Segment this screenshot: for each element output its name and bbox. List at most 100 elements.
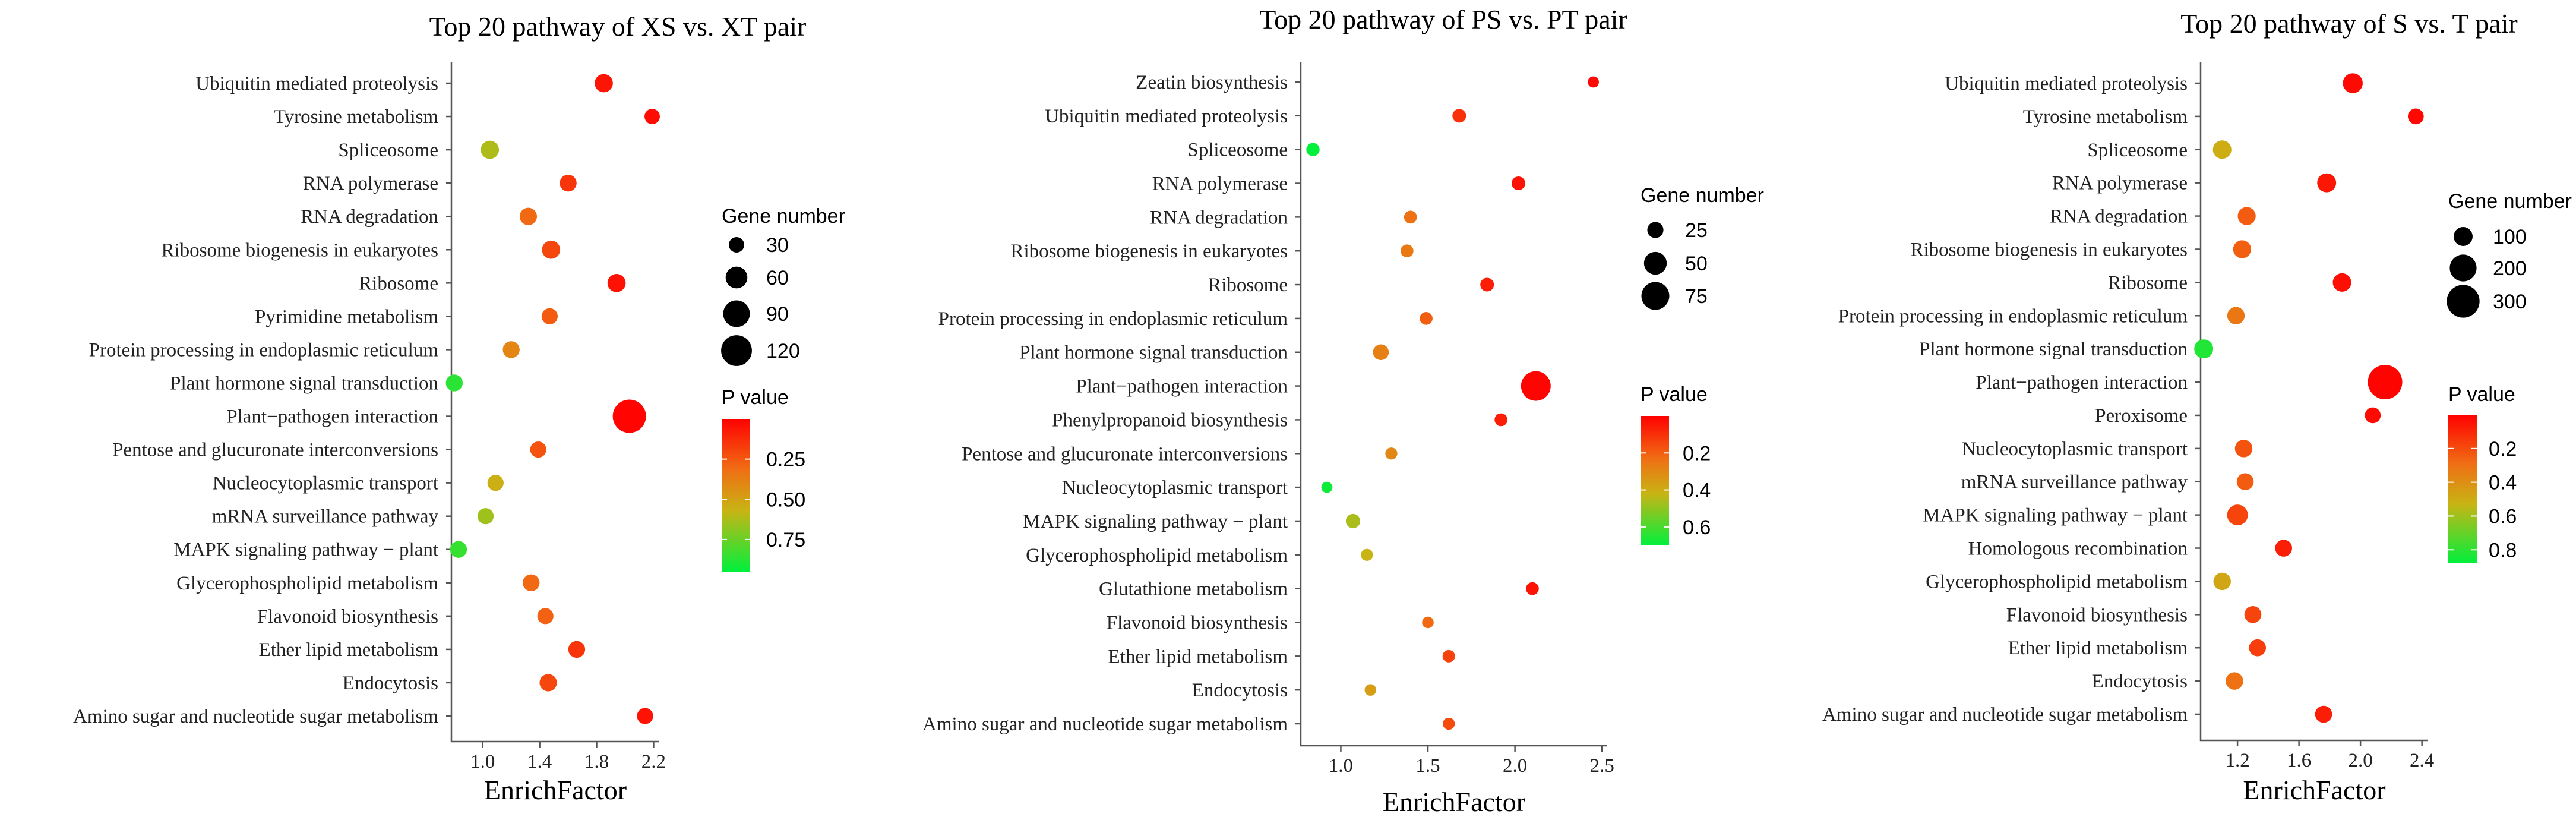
pathway-label: Ubiquitin mediated proteolysis <box>1045 106 1288 127</box>
pathway-label: Plant hormone signal transduction <box>170 373 438 394</box>
pathway-label: Glycerophospholipid metabolism <box>1026 545 1288 566</box>
pathway-label: Glutathione metabolism <box>1099 579 1288 600</box>
chart-panel-3: Top 20 pathway of S vs. T pair Ubiquitin … <box>1822 8 2572 805</box>
size-legend-dot <box>1643 251 1667 275</box>
pathway-label: Ether lipid metabolism <box>259 639 439 661</box>
data-point <box>1511 176 1525 191</box>
pathway-label: Ribosome <box>359 273 438 294</box>
pathway-label: Ether lipid metabolism <box>1108 646 1288 667</box>
pathway-label: RNA degradation <box>1150 207 1288 228</box>
data-point <box>2244 606 2262 623</box>
size-legend-label: 25 <box>1685 219 1708 242</box>
pathway-label: Tyrosine metabolism <box>274 106 439 128</box>
data-point <box>2249 639 2267 657</box>
size-legend-label: 100 <box>2493 226 2527 248</box>
data-point <box>1588 76 1599 88</box>
size-legend-dot <box>1641 282 1670 310</box>
data-point <box>2275 540 2293 557</box>
x-tick-label: 2.0 <box>2349 750 2373 771</box>
pathway-label: MAPK signaling pathway − plant <box>1023 511 1288 532</box>
size-legend-dot <box>721 335 752 366</box>
size-legend-label: 50 <box>1685 253 1708 275</box>
data-point <box>2212 140 2232 159</box>
data-point <box>530 441 546 458</box>
x-tick-label: 1.4 <box>527 751 552 772</box>
pathway-label: Flavonoid biosynthesis <box>257 606 438 627</box>
data-point <box>2226 672 2243 690</box>
data-point <box>502 341 520 358</box>
pathway-label: Spliceosome <box>2087 140 2188 161</box>
data-point <box>2332 273 2351 292</box>
pathway-label: Amino sugar and nucleotide sugar metabol… <box>1822 704 2188 726</box>
size-legend-dot <box>2454 227 2473 246</box>
data-point <box>2315 705 2332 723</box>
pathway-label: Ribosome biogenesis in eukaryotes <box>1910 239 2188 260</box>
data-point <box>2236 473 2254 491</box>
data-point <box>2227 504 2248 526</box>
data-point <box>560 174 577 192</box>
data-point <box>1443 717 1455 730</box>
size-legend-label: 120 <box>766 340 800 362</box>
color-legend-label: 0.6 <box>2489 505 2517 528</box>
data-point <box>1526 582 1539 595</box>
size-legend-dot <box>1647 222 1664 238</box>
pathway-label: Amino sugar and nucleotide sugar metabol… <box>73 706 438 727</box>
chart-panel-1: Top 20 pathway of XS vs. XT pair Ubiquiti… <box>73 11 845 805</box>
x-tick-label: 2.0 <box>1503 755 1527 777</box>
pathway-label: Ribosome biogenesis in eukaryotes <box>1010 241 1288 262</box>
x-tick-label: 1.0 <box>1329 755 1353 777</box>
size-legend-title: Gene number <box>1641 184 1764 207</box>
data-point <box>2233 240 2252 258</box>
pathway-label: MAPK signaling pathway − plant <box>173 540 438 561</box>
color-legend-label: 0.2 <box>1683 442 1711 465</box>
size-legend-label: 60 <box>766 267 789 289</box>
data-point <box>1400 244 1414 258</box>
color-legend-title: P value <box>2448 383 2515 406</box>
pathway-label: Plant hormone signal transduction <box>1019 342 1288 364</box>
size-legend-dot <box>725 266 748 289</box>
data-point <box>644 109 660 125</box>
data-point <box>1404 210 1417 224</box>
color-legend-bar <box>1641 416 1669 545</box>
x-tick-label: 2.4 <box>2410 750 2434 771</box>
color-legend-label: 0.4 <box>1683 480 1711 502</box>
pathway-label: Protein processing in endoplasmic reticu… <box>89 339 439 361</box>
pathway-label: Plant−pathogen interaction <box>1076 376 1288 398</box>
data-point <box>541 308 558 324</box>
color-legend-bar <box>722 419 750 572</box>
data-point <box>1452 109 1466 123</box>
pathway-label: Ribosome <box>1208 275 1288 296</box>
pathway-label: Endocytosis <box>2092 671 2188 692</box>
pathway-label: Glycerophospholipid metabolism <box>176 573 438 594</box>
pathway-label: Peroxisome <box>2095 405 2188 427</box>
size-legend-dot <box>2449 254 2477 282</box>
data-point <box>1521 371 1551 401</box>
pathway-label: Spliceosome <box>338 140 438 161</box>
data-point <box>1321 481 1333 493</box>
data-point <box>519 207 538 225</box>
pathway-label: Glycerophospholipid metabolism <box>1926 571 2188 592</box>
data-point <box>445 374 463 392</box>
pathway-label: Plant−pathogen interaction <box>226 406 438 428</box>
pathway-label: Pentose and glucuronate interconversions <box>962 443 1288 465</box>
color-legend-title: P value <box>1641 383 1708 406</box>
color-legend-label: 0.8 <box>2489 539 2517 562</box>
x-tick-label: 1.8 <box>584 751 609 772</box>
color-legend-title: P value <box>722 386 789 409</box>
axis-lines <box>450 62 659 743</box>
data-point <box>1345 513 1361 529</box>
x-tick-label: 1.0 <box>470 751 495 772</box>
data-point <box>612 399 646 433</box>
pathway-label: Protein processing in endoplasmic reticu… <box>938 308 1288 330</box>
pathway-label: Pyrimidine metabolism <box>255 306 438 327</box>
data-point <box>2343 73 2363 93</box>
x-tick-label: 1.6 <box>2287 750 2311 771</box>
data-point <box>1385 447 1398 460</box>
pathway-label: Tyrosine metabolism <box>2023 106 2188 128</box>
data-point <box>2194 339 2214 359</box>
size-legend-label: 30 <box>766 234 789 257</box>
data-point <box>2234 440 2253 458</box>
data-point <box>2213 572 2231 591</box>
pathway-label: RNA polymerase <box>1152 174 1288 195</box>
pathway-label: Pentose and glucuronate interconversions <box>112 440 438 461</box>
